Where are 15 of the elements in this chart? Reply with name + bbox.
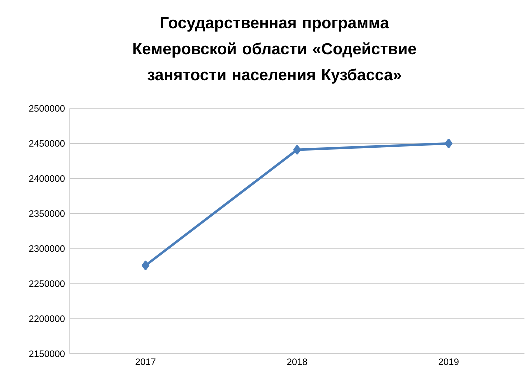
y-tick-label: 2350000 xyxy=(29,210,65,218)
y-tick-label: 2150000 xyxy=(29,350,65,358)
y-tick-label: 2400000 xyxy=(29,175,65,182)
point xyxy=(445,139,453,148)
chart-title: Государственная программа Кемеровской области «Содействие занятости населения Кузбасса» xyxy=(134,18,416,84)
x-tick-label: 2017 xyxy=(136,358,156,366)
x-tick-label: 2019 xyxy=(438,358,459,366)
point xyxy=(142,261,150,270)
point xyxy=(294,145,302,155)
y-tick-label: 2450000 xyxy=(29,140,65,147)
x-tick-label: 2018 xyxy=(287,358,308,366)
y-tick-label: 2500000 xyxy=(29,105,65,112)
y-tick-label: 2250000 xyxy=(29,280,65,288)
y-tick-label: 2300000 xyxy=(29,246,65,252)
y-tick-label: 2200000 xyxy=(29,316,65,322)
